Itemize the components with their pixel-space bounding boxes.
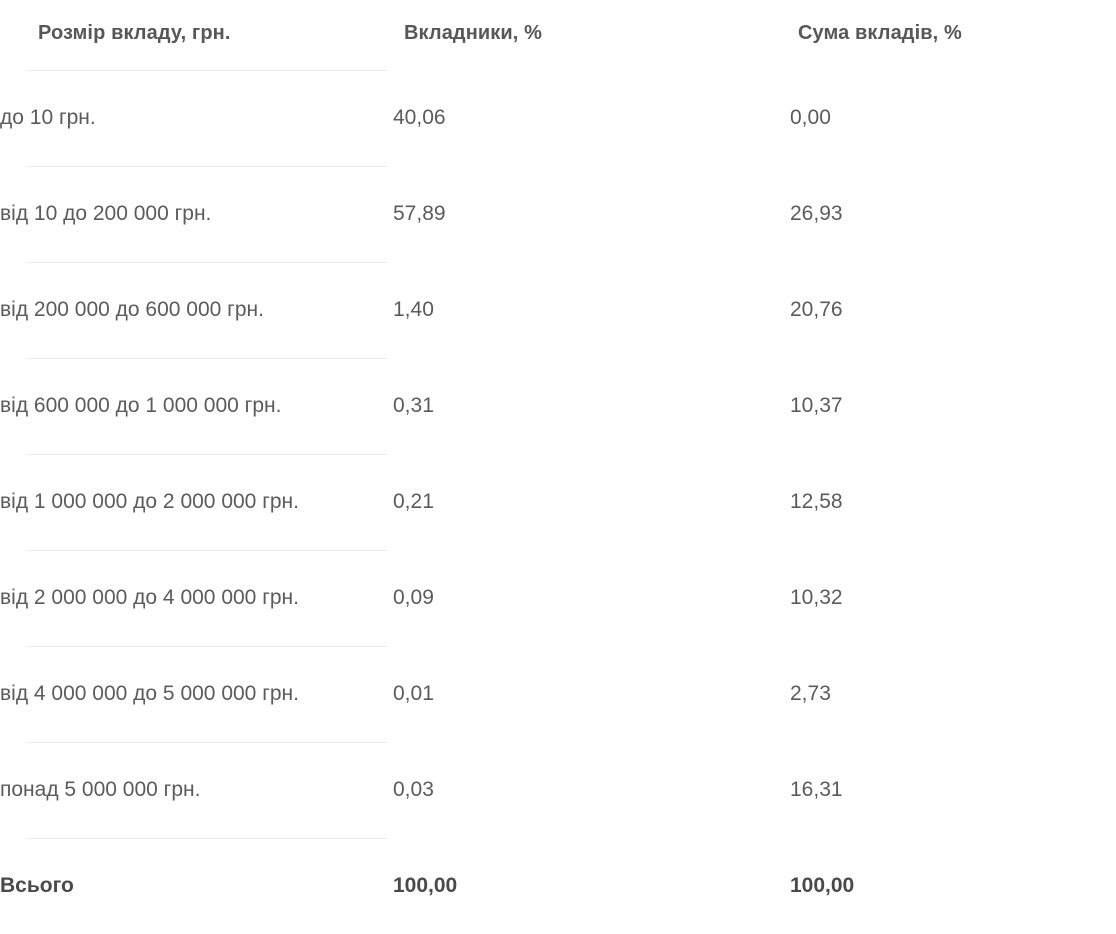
cell-total-depositors-percent: 100,00 <box>393 874 458 897</box>
table-row: від 600 000 до 1 000 000 грн. 0,31 10,37 <box>0 358 1116 454</box>
table-row: від 2 000 000 до 4 000 000 грн. 0,09 10,32 <box>0 550 1116 646</box>
cell-deposit-sum-percent: 10,37 <box>790 394 843 417</box>
table-row: до 10 грн. 40,06 0,00 <box>0 70 1116 166</box>
cell-deposit-range: від 4 000 000 до 5 000 000 грн. <box>0 646 393 742</box>
cell-deposit-range: від 1 000 000 до 2 000 000 грн. <box>0 454 393 550</box>
cell-depositors-percent: 0,03 <box>393 778 434 801</box>
cell-depositors-percent: 0,01 <box>393 682 434 705</box>
column-header-deposit-size: Розмір вкладу, грн. <box>38 21 231 44</box>
table-row: від 10 до 200 000 грн. 57,89 26,93 <box>0 166 1116 262</box>
cell-deposit-sum-percent: 20,76 <box>790 298 843 321</box>
cell-deposit-sum-percent: 26,93 <box>790 202 843 225</box>
cell-deposit-range: від 600 000 до 1 000 000 грн. <box>0 358 393 454</box>
column-header-depositors: Вкладники, % <box>404 21 542 44</box>
cell-depositors-percent: 0,09 <box>393 586 434 609</box>
cell-deposit-range: від 200 000 до 600 000 грн. <box>0 262 393 358</box>
cell-deposit-range: до 10 грн. <box>0 70 393 166</box>
table-row: понад 5 000 000 грн. 0,03 16,31 <box>0 742 1116 838</box>
cell-deposit-range: від 2 000 000 до 4 000 000 грн. <box>0 550 393 646</box>
cell-depositors-percent: 40,06 <box>393 106 446 129</box>
table-body: до 10 грн. 40,06 0,00 від 10 до 200 000 грн… <box>0 70 1116 934</box>
cell-depositors-percent: 1,40 <box>393 298 434 321</box>
cell-depositors-percent: 0,21 <box>393 490 434 513</box>
cell-total-deposit-sum-percent: 100,00 <box>790 874 855 897</box>
table-row: від 200 000 до 600 000 грн. 1,40 20,76 <box>0 262 1116 358</box>
cell-deposit-sum-percent: 10,32 <box>790 586 843 609</box>
table-total-row: Всього 100,00 100,00 <box>0 838 1116 934</box>
table-row: від 4 000 000 до 5 000 000 грн. 0,01 2,73 <box>0 646 1116 742</box>
cell-deposit-sum-percent: 0,00 <box>790 106 831 129</box>
table-row: від 1 000 000 до 2 000 000 грн. 0,21 12,58 <box>0 454 1116 550</box>
cell-depositors-percent: 0,31 <box>393 394 434 417</box>
cell-deposit-sum-percent: 2,73 <box>790 682 831 705</box>
cell-deposit-sum-percent: 16,31 <box>790 778 843 801</box>
cell-depositors-percent: 57,89 <box>393 202 446 225</box>
cell-total-label: Всього <box>0 838 393 934</box>
cell-deposit-sum-percent: 12,58 <box>790 490 843 513</box>
table-header: Розмір вкладу, грн. Вкладники, % Сума вк… <box>0 0 1116 70</box>
table-header-row: Розмір вкладу, грн. Вкладники, % Сума вк… <box>0 0 1116 70</box>
cell-deposit-range: понад 5 000 000 грн. <box>0 742 393 838</box>
cell-deposit-range: від 10 до 200 000 грн. <box>0 166 393 262</box>
column-header-deposit-sum: Сума вкладів, % <box>798 21 962 44</box>
